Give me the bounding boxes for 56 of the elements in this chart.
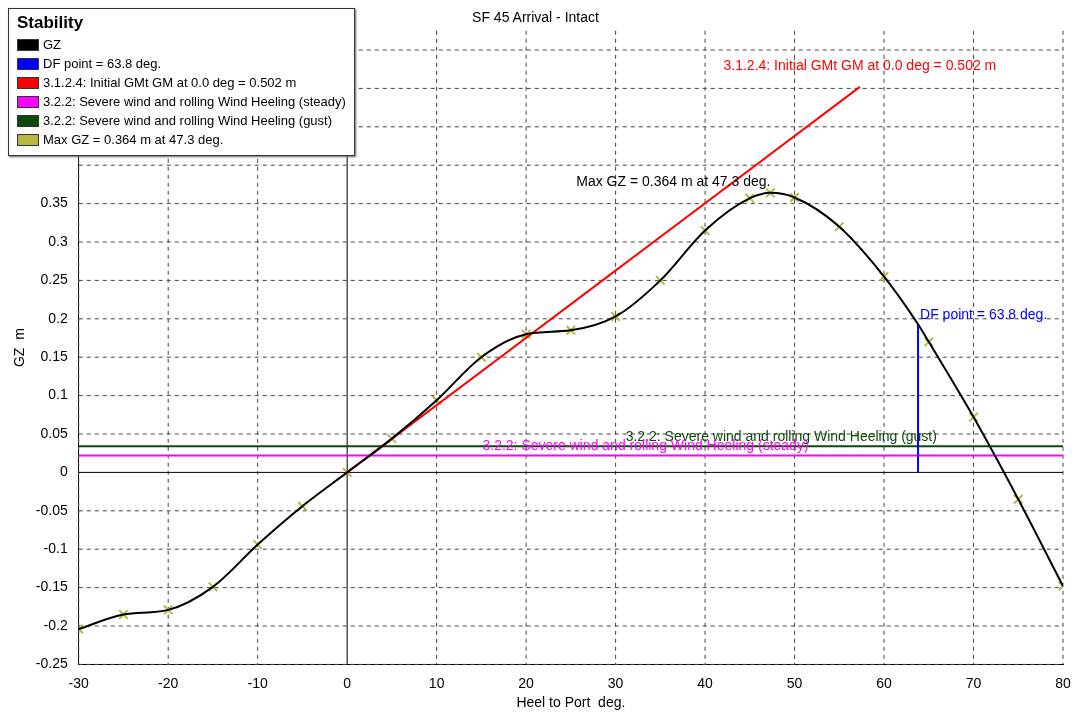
point (765, 187, 776, 199)
y-tick-label: 0.05 (40, 424, 68, 441)
legend-label: 3.1.2.4: Initial GMt GM at 0.0 deg = 0.502 m (43, 74, 297, 92)
x-tick-label: 0 (343, 674, 352, 691)
y-tick-label: -0.2 (43, 616, 68, 633)
annotation: DF point = 63.8 deg. (920, 306, 1048, 323)
point (834, 221, 845, 232)
x-tick-label: 70 (965, 674, 982, 691)
chart-title: SF 45 Arrival - Intact (472, 9, 600, 26)
x-axis-title: Heel to Port deg. (516, 694, 626, 711)
point (162, 604, 174, 616)
point (744, 192, 756, 204)
y-tick-label: 0.25 (40, 271, 68, 288)
y-tick-label: 0.3 (48, 232, 68, 249)
point (476, 351, 487, 363)
annotation: 3.1.2.4: Initial GMt GM at 0.0 deg = 0.502 m (723, 56, 997, 73)
legend-label: 3.2.2: Severe wind and rolling Wind Heeling (steady) (43, 93, 346, 111)
x-tick-label: 30 (607, 674, 624, 691)
legend-label: Max GZ = 0.364 m at 47.3 deg. (43, 131, 224, 149)
point (297, 500, 308, 512)
legend-label: 3.2.2: Severe wind and rolling Wind Heeling (gust) (43, 112, 333, 130)
legend-label: GZ (43, 36, 62, 54)
point (207, 581, 219, 593)
point (789, 192, 800, 203)
legend-title: Stability (17, 13, 85, 33)
x-tick-label: 60 (876, 674, 893, 691)
y-tick-label: 0.35 (40, 194, 68, 211)
point (1013, 494, 1024, 505)
point (923, 336, 935, 348)
x-tick-label: 20 (518, 674, 535, 691)
y-tick-label: 0 (59, 463, 68, 480)
x-tick-label: -10 (247, 674, 268, 691)
y-axis-title: GZ m (11, 328, 28, 368)
point (655, 275, 666, 286)
x-tick-label: -20 (158, 674, 179, 691)
y-tick-label: -0.15 (35, 578, 68, 595)
point (520, 328, 532, 340)
y-tick-label: 0.15 (40, 348, 68, 365)
point (565, 325, 577, 336)
point (341, 467, 353, 478)
y-tick-label: -0.1 (43, 540, 68, 557)
point (252, 539, 263, 550)
point (878, 271, 890, 282)
x-tick-label: 10 (428, 674, 445, 691)
x-tick-label: 40 (697, 674, 714, 691)
point (968, 411, 979, 423)
y-tick-label: -0.05 (35, 501, 68, 518)
y-tick-label: -0.25 (35, 655, 68, 672)
point (118, 609, 129, 620)
y-tick-label: 0.1 (48, 386, 68, 403)
y-tick-label: 0.2 (48, 309, 68, 326)
x-tick-label: 80 (1055, 674, 1071, 691)
point (610, 311, 621, 322)
legend-label: DF point = 63.8 deg. (43, 55, 162, 73)
x-tick-label: 50 (786, 674, 803, 691)
x-tick-label: -30 (68, 674, 90, 691)
